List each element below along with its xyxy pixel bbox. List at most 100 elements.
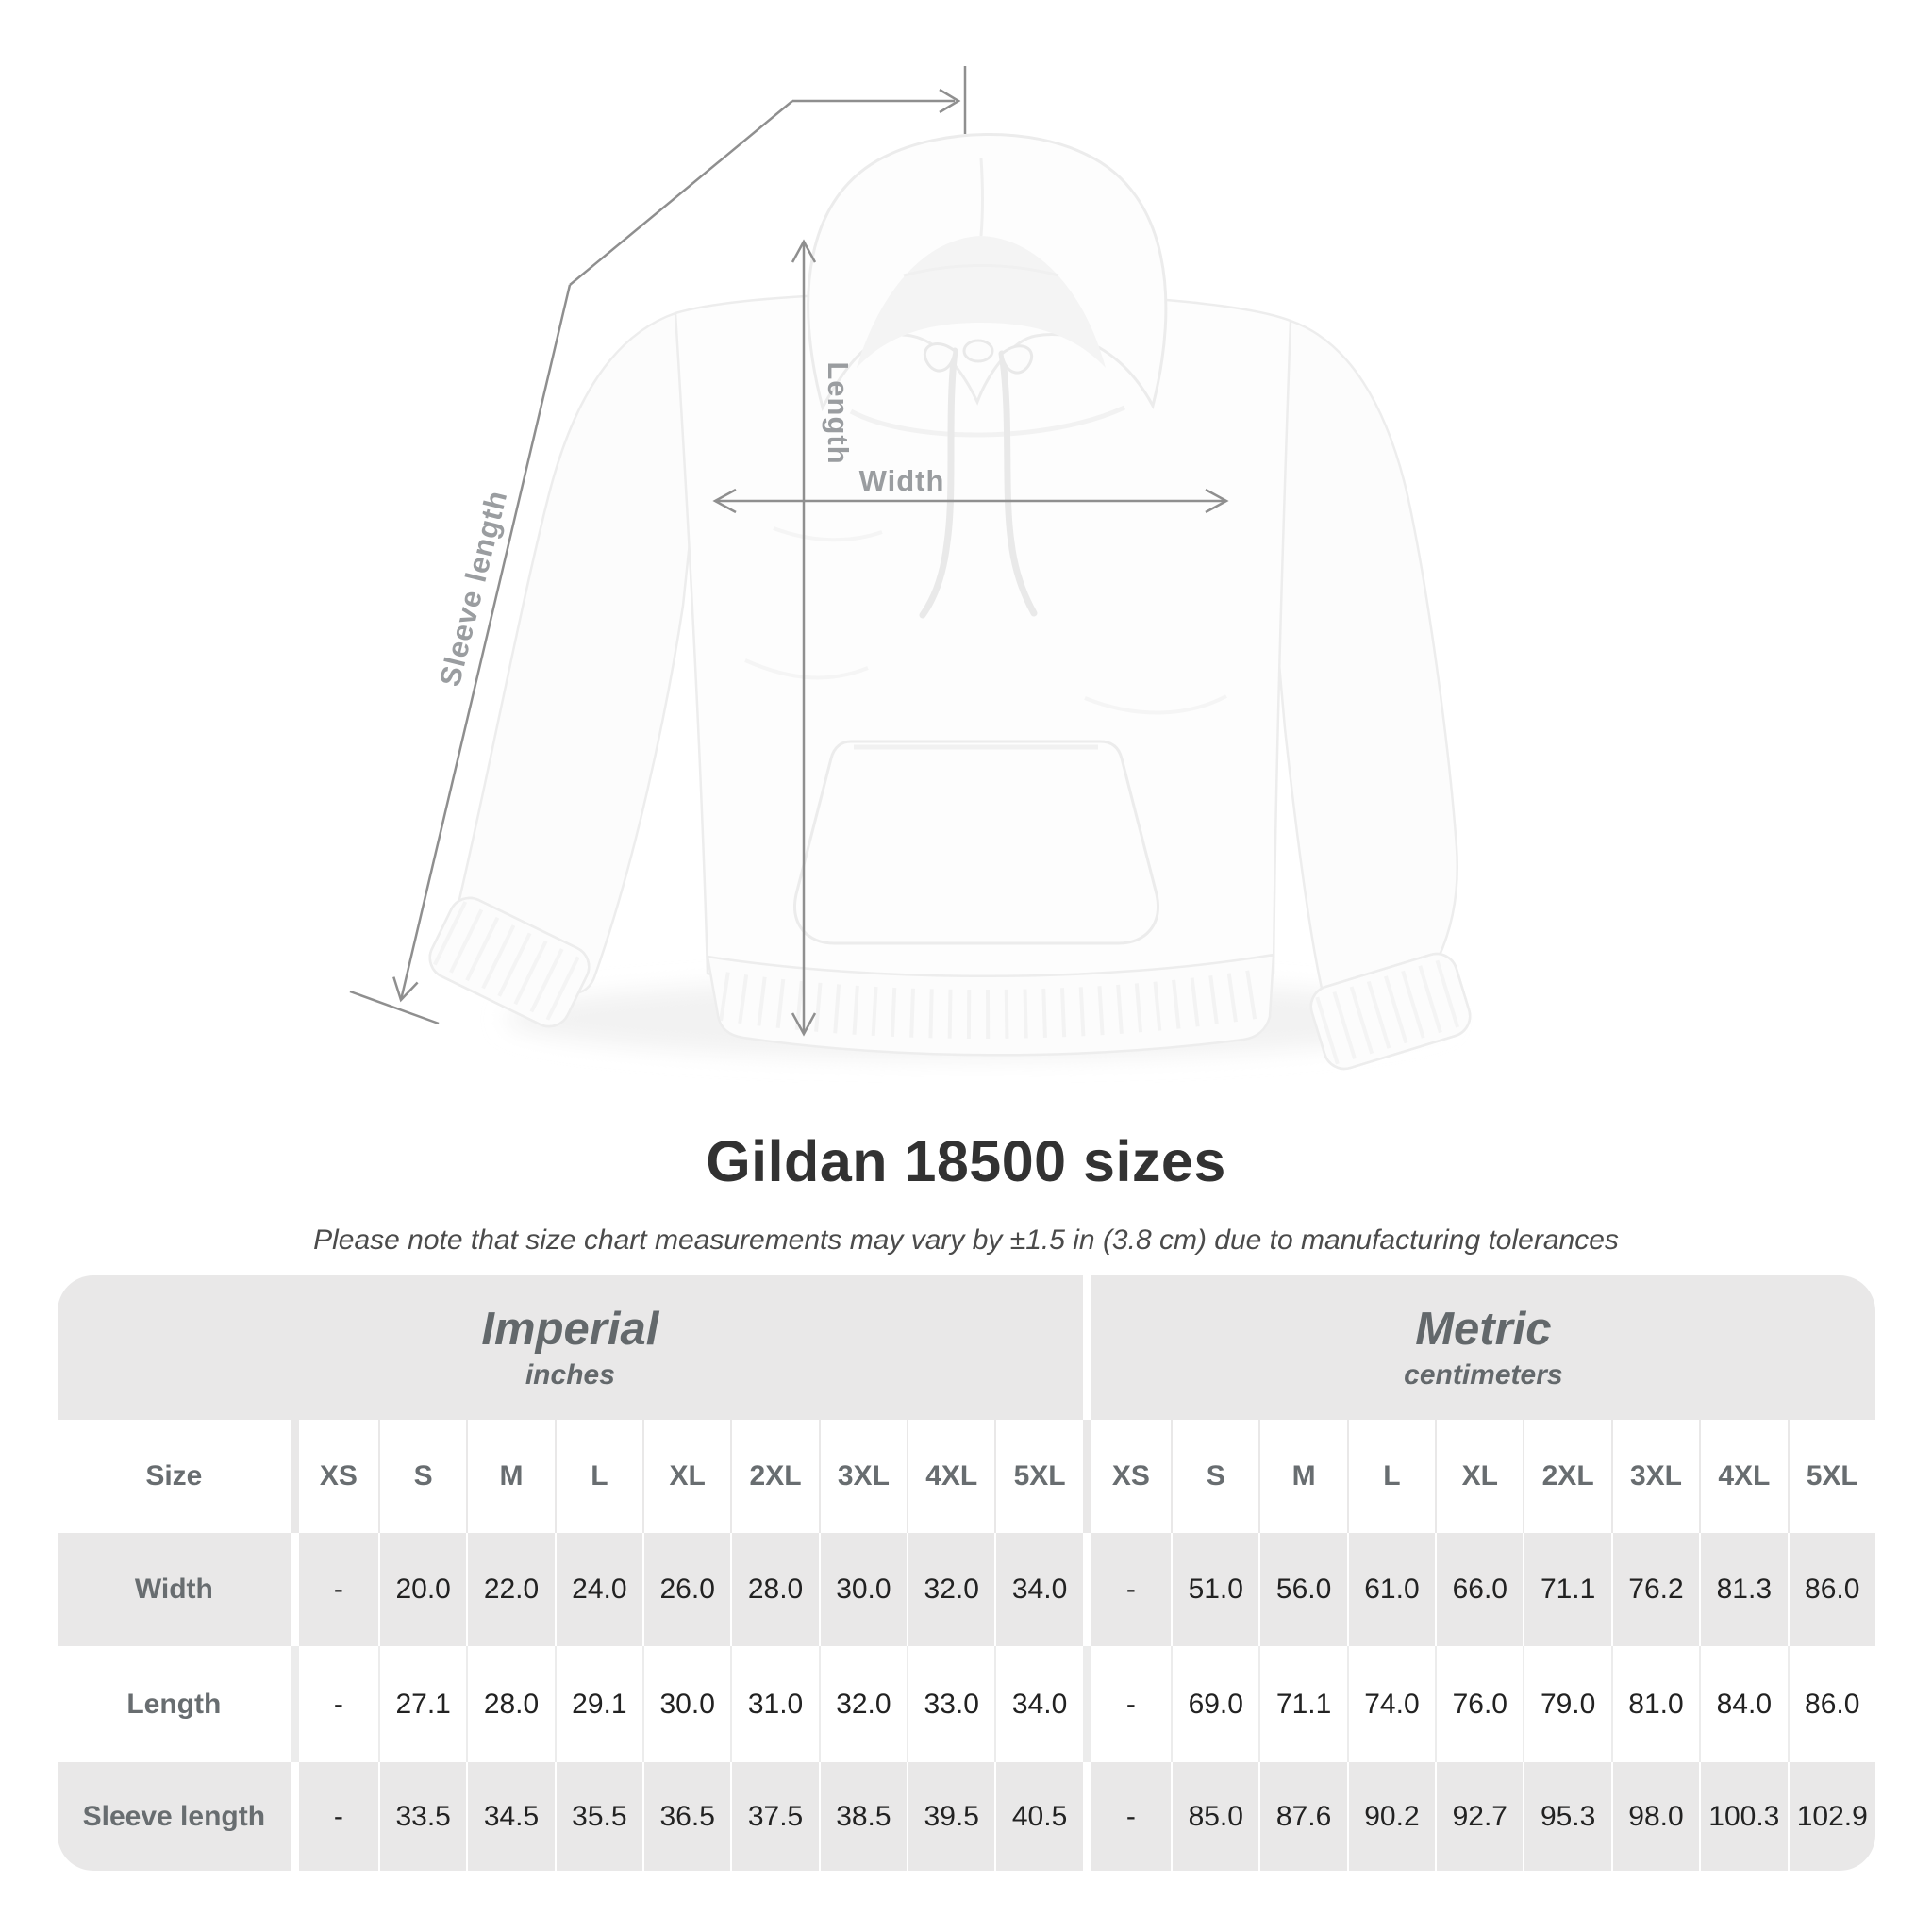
row-label: Width — [58, 1533, 291, 1646]
measurement-row: Length -27.1 28.0 29.1 30.0 31.0 32.0 33.0 34.0-… — [58, 1646, 1875, 1762]
hoodie-illustration — [428, 133, 1472, 1071]
imperial-value: 33.0 — [907, 1646, 995, 1762]
sleeve-measure-label: Sleeve length — [433, 487, 513, 690]
imperial-value: 39.5 — [907, 1762, 995, 1871]
imperial-value: 37.5 — [730, 1762, 819, 1871]
arrowhead-down — [791, 1012, 817, 1037]
size-header-imperial-L: L — [554, 1420, 643, 1533]
size-header-imperial-5XL: 5XL — [994, 1420, 1083, 1533]
kangaroo-pocket — [793, 740, 1159, 945]
imperial-value: 29.1 — [554, 1646, 643, 1762]
imperial-value: 32.0 — [818, 1646, 908, 1762]
metric-value: 100.3 — [1699, 1762, 1788, 1871]
metric-value: - — [1082, 1762, 1172, 1871]
wrinkle — [773, 526, 883, 542]
metric-value: 84.0 — [1699, 1646, 1788, 1762]
metric-value: 71.1 — [1523, 1533, 1611, 1646]
metric-value: 87.6 — [1258, 1762, 1347, 1871]
hem-band — [708, 955, 1274, 1056]
imperial-value: 35.5 — [554, 1762, 643, 1871]
bow-loop-left — [923, 342, 957, 373]
metric-value: 95.3 — [1523, 1762, 1611, 1871]
bow-loop-right — [1000, 344, 1034, 375]
metric-value: 81.0 — [1610, 1646, 1700, 1762]
measurement-row: Width -20.0 22.0 24.0 26.0 28.0 30.0 32.0 34.0-5… — [58, 1533, 1875, 1646]
size-header-metric-3XL: 3XL — [1610, 1420, 1700, 1533]
size-header-imperial-S: S — [378, 1420, 467, 1533]
metric-value: 76.2 — [1610, 1533, 1700, 1646]
imperial-value: 22.0 — [466, 1533, 555, 1646]
row-label: Sleeve length — [58, 1762, 291, 1871]
imperial-value: 34.0 — [994, 1533, 1083, 1646]
size-header-metric-2XL: 2XL — [1523, 1420, 1611, 1533]
imperial-value: 33.5 — [378, 1762, 467, 1871]
width-measure-label: Width — [859, 464, 945, 497]
wrinkle — [744, 658, 869, 680]
measurement-row: Sleeve length -33.5 34.5 35.5 36.5 37.5 38.5 39… — [58, 1762, 1875, 1871]
imperial-value: 40.5 — [994, 1762, 1083, 1871]
metric-value: 81.3 — [1699, 1533, 1788, 1646]
metric-value: 71.1 — [1258, 1646, 1347, 1762]
size-header-imperial-M: M — [466, 1420, 555, 1533]
imperial-value: 38.5 — [818, 1762, 908, 1871]
size-header-imperial-3XL: 3XL — [818, 1420, 908, 1533]
size-table-wrap: Imperial inches Metric centimeters Size X… — [58, 1275, 1875, 1871]
metric-value: 98.0 — [1610, 1762, 1700, 1871]
drawstrings — [919, 347, 1038, 619]
metric-value: 85.0 — [1171, 1762, 1259, 1871]
arrowhead-up — [791, 239, 817, 263]
metric-value: 66.0 — [1435, 1533, 1524, 1646]
size-header-imperial-XS: XS — [290, 1420, 378, 1533]
size-header-imperial-XL: XL — [642, 1420, 731, 1533]
page-title: Gildan 18500 sizes — [706, 1129, 1226, 1193]
size-column-title: Size — [58, 1420, 291, 1533]
imperial-value: 36.5 — [642, 1762, 731, 1871]
hoodie-diagram: Width Length Sleeve length — [349, 66, 1472, 1071]
row-label: Length — [58, 1646, 291, 1762]
hood-inner-shadow — [857, 236, 1106, 368]
metric-value: 61.0 — [1346, 1533, 1436, 1646]
imperial-value: 30.0 — [818, 1533, 908, 1646]
metric-value: - — [1082, 1646, 1172, 1762]
metric-value: 76.0 — [1435, 1646, 1524, 1762]
arrowhead-right-width — [1205, 488, 1229, 514]
cuff-tick — [349, 990, 440, 1025]
size-header-metric-XL: XL — [1435, 1420, 1524, 1533]
imperial-value: - — [290, 1533, 378, 1646]
arrowhead-right — [939, 88, 961, 114]
imperial-value: 34.5 — [466, 1762, 555, 1871]
imperial-value: - — [290, 1762, 378, 1871]
size-header-metric-5XL: 5XL — [1787, 1420, 1875, 1533]
size-header-metric-M: M — [1258, 1420, 1347, 1533]
metric-value: 92.7 — [1435, 1762, 1524, 1871]
imperial-value: 31.0 — [730, 1646, 819, 1762]
hood-center-seam — [979, 158, 984, 237]
metric-value: 56.0 — [1258, 1533, 1347, 1646]
imperial-value: 30.0 — [642, 1646, 731, 1762]
section-sublabel-metric: centimeters — [1404, 1358, 1563, 1391]
imperial-value: - — [290, 1646, 378, 1762]
metric-value: 74.0 — [1346, 1646, 1436, 1762]
metric-value: 90.2 — [1346, 1762, 1436, 1871]
size-table-body: Width -20.0 22.0 24.0 26.0 28.0 30.0 32.0 34.0-5… — [58, 1533, 1875, 1871]
size-header-imperial-4XL: 4XL — [907, 1420, 995, 1533]
right-sleeve — [1258, 319, 1458, 1017]
tolerance-note: Please note that size chart measurements… — [313, 1224, 1619, 1256]
section-label-imperial: Imperial — [481, 1303, 659, 1355]
section-label-metric: Metric — [1415, 1303, 1552, 1355]
metric-value: - — [1082, 1533, 1172, 1646]
imperial-value: 20.0 — [378, 1533, 467, 1646]
hem-outline — [706, 953, 1275, 1057]
metric-value: 102.9 — [1787, 1762, 1875, 1871]
metric-value: 86.0 — [1787, 1646, 1875, 1762]
arrowhead-sleeve — [392, 976, 419, 1003]
section-sublabel-imperial: inches — [525, 1358, 615, 1391]
arrowhead-left — [712, 488, 737, 514]
right-cuff — [1309, 952, 1472, 1071]
size-header-metric-S: S — [1171, 1420, 1259, 1533]
size-header-metric-4XL: 4XL — [1699, 1420, 1788, 1533]
unit-band-row: Imperial inches Metric centimeters — [58, 1275, 1875, 1420]
imperial-value: 28.0 — [466, 1646, 555, 1762]
metric-value: 79.0 — [1523, 1646, 1611, 1762]
